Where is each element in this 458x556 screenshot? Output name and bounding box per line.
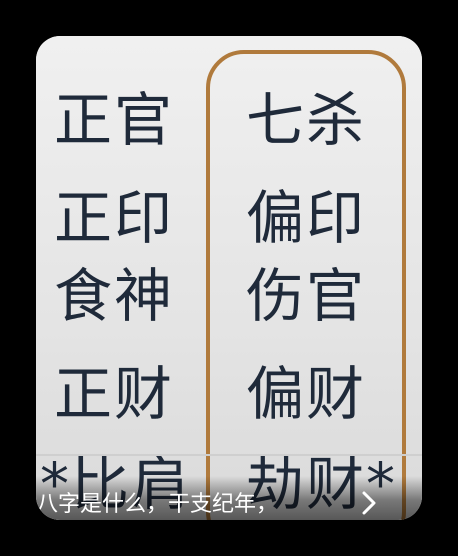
right-term: 偏印 <box>246 184 367 252</box>
chart-board: 正官 正印 食神 正财 *比肩 七杀 偏印 伤官 偏财 劫财* <box>36 36 422 520</box>
image-card[interactable]: 正官 正印 食神 正财 *比肩 七杀 偏印 伤官 偏财 劫财* 八字是什么，干支… <box>36 36 422 520</box>
right-term: 偏财 <box>246 360 367 428</box>
caption-text[interactable]: 八字是什么，干支纪年， <box>36 492 279 517</box>
left-term: 正官 <box>54 86 175 154</box>
caption-bar[interactable] <box>36 476 422 520</box>
left-term: 正印 <box>54 184 175 252</box>
right-term: 七杀 <box>246 86 367 154</box>
row-divider <box>36 454 422 456</box>
highlight-frame <box>206 50 406 520</box>
chevron-right-icon[interactable] <box>354 488 384 518</box>
right-term: 伤官 <box>246 262 367 330</box>
left-term: 正财 <box>54 360 175 428</box>
left-term: 食神 <box>54 262 175 330</box>
